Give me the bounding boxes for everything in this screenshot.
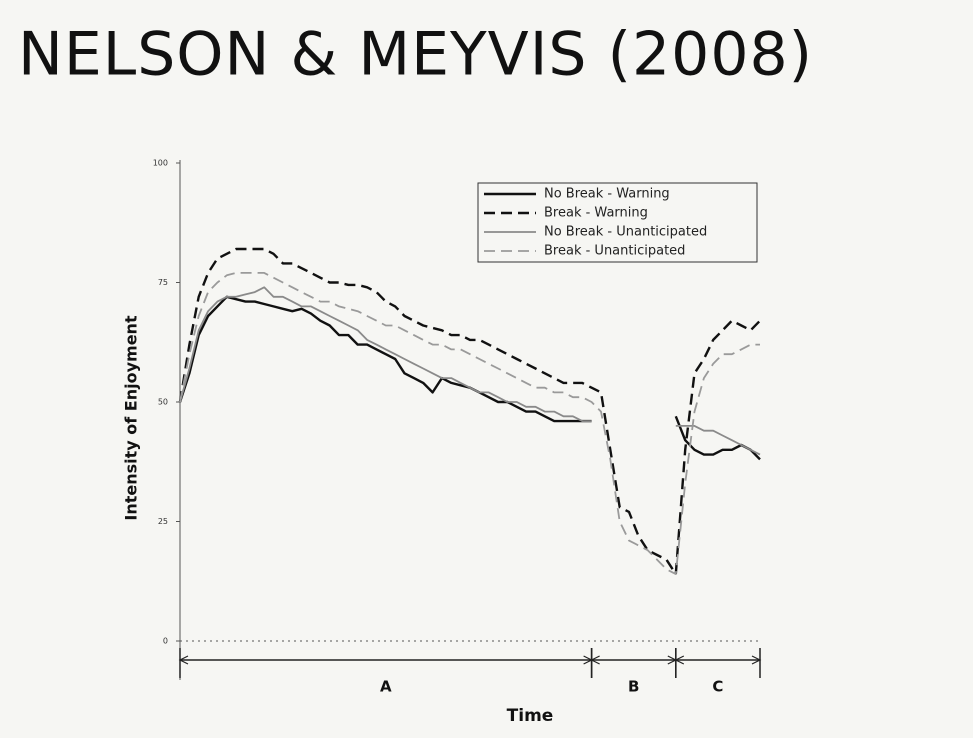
x-axis-label: Time <box>507 706 554 726</box>
segment-arrow <box>590 655 600 665</box>
segment-arrow <box>178 655 189 665</box>
segment-arrow <box>751 655 762 665</box>
legend-label: Break - Warning <box>544 206 648 221</box>
y-tick-label: 0 <box>163 637 168 646</box>
segment-arrow <box>674 655 685 665</box>
y-tick-label: 25 <box>158 517 168 526</box>
y-tick-label: 75 <box>158 278 168 287</box>
y-tick-label: 50 <box>158 398 168 407</box>
series-line <box>179 286 761 456</box>
legend-label: No Break - Warning <box>544 187 670 202</box>
legend-label: Break - Unanticipated <box>544 244 685 259</box>
legend-box <box>477 182 758 263</box>
series-line <box>179 272 760 575</box>
y-axis-label: Intensity of Enjoyment <box>122 315 141 521</box>
legend-label: No Break - Unanticipated <box>544 225 707 240</box>
segment-label: B <box>628 678 639 696</box>
segment-label: A <box>380 678 392 696</box>
chart-title: NELSON & MEYVIS (2008) <box>18 20 813 90</box>
series-line <box>178 247 761 576</box>
y-tick-label: 100 <box>153 159 168 168</box>
segment-label: C <box>712 678 723 696</box>
